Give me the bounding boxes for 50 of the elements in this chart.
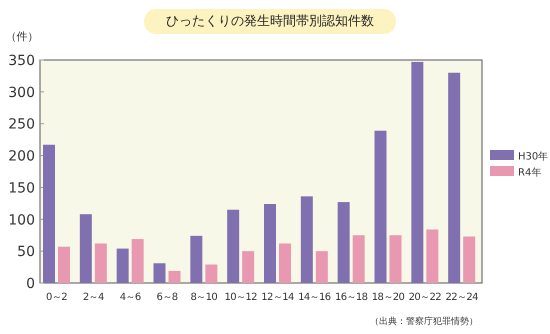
- bar: [116, 248, 129, 283]
- y-tick-label: 50: [17, 244, 35, 260]
- y-tick-label: 200: [8, 148, 35, 165]
- y-axis-title: （件）: [6, 30, 38, 43]
- bar: [316, 251, 328, 283]
- bar: [168, 270, 180, 283]
- bar: [448, 72, 460, 283]
- bar: [374, 130, 386, 283]
- bar: [58, 246, 70, 283]
- legend-label: R4年: [518, 166, 542, 178]
- x-tick-label: 8～10: [190, 292, 218, 303]
- x-tick-label: 20～22: [408, 292, 442, 303]
- x-tick-label: 0～2: [46, 292, 68, 303]
- y-tick-label: 0: [26, 276, 35, 292]
- x-tick-label: 16～18: [334, 292, 368, 303]
- y-tick-label: 300: [8, 84, 35, 101]
- title: ひったくりの発生時間帯別認知件数: [144, 9, 396, 34]
- y-tick-label: 350: [8, 53, 35, 69]
- bar: [352, 235, 365, 283]
- y-tick-label: 150: [8, 180, 35, 196]
- bar: [205, 264, 218, 283]
- chart-title: ひったくりの発生時間帯別認知件数: [166, 14, 374, 29]
- x-tick-label: 6～8: [156, 292, 178, 303]
- y-tick-label: 250: [8, 116, 35, 133]
- bar: [338, 202, 350, 283]
- x-tick-label: 10～12: [224, 292, 258, 303]
- bar: [242, 251, 254, 283]
- legend-label: H30年: [518, 150, 548, 162]
- bar: [411, 62, 424, 283]
- bar: [300, 196, 313, 283]
- bar: [390, 235, 402, 283]
- y-tick-label: 100: [8, 212, 35, 228]
- bar: [463, 236, 476, 283]
- bar: [43, 144, 55, 283]
- text: （出典：警察庁犯罪情勢）: [370, 316, 478, 327]
- bar: [190, 236, 202, 283]
- x-tick-label: 4～6: [120, 292, 141, 303]
- bar: [132, 239, 144, 283]
- bar: [264, 204, 276, 283]
- bar: [154, 263, 166, 283]
- bar: [80, 214, 92, 283]
- bar: [426, 229, 438, 283]
- bar: [94, 243, 107, 283]
- x-tick-label: 14～16: [298, 292, 331, 303]
- bar: [279, 243, 291, 283]
- x-tick-label: 22～24: [445, 292, 478, 303]
- x-tick-label: 2～4: [82, 292, 104, 303]
- x-tick-label: 18～20: [372, 292, 404, 303]
- bar: [227, 210, 240, 283]
- x-tick-label: 12～14: [261, 292, 294, 303]
